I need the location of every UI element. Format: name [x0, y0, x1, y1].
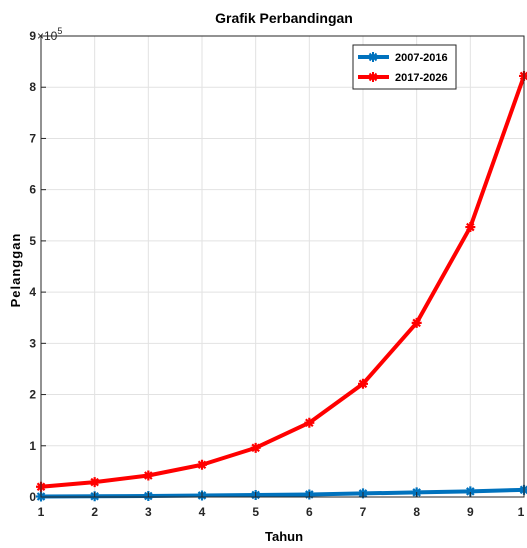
data-point [197, 459, 207, 470]
y-exponent-base: ×10 [37, 29, 58, 43]
series-line [40, 75, 526, 489]
legend-box [352, 44, 457, 90]
x-tick-label: 8 [413, 505, 420, 519]
x-tick-label: 9 [467, 505, 474, 519]
x-tick-label: 4 [199, 505, 206, 519]
legend-marker [368, 72, 378, 82]
data-point [411, 317, 422, 328]
legend-label: 2007-2016 [395, 52, 448, 64]
y-exponent-power: 5 [57, 26, 62, 36]
x-tick-label: 3 [145, 505, 152, 519]
legend-item: 2007-2016 [358, 52, 448, 64]
data-point [465, 486, 476, 497]
chart-title: Grafik Perbandingan [215, 10, 353, 26]
legend-marker [368, 52, 378, 62]
data-point [143, 470, 154, 481]
svg-text:×105: ×105 [37, 26, 62, 43]
legend: 2007-2016 2017-2026 [352, 44, 457, 90]
y-tick-label: 8 [29, 80, 36, 94]
legend-item: 2017-2026 [358, 72, 448, 84]
data-point [304, 417, 315, 428]
y-tick-label: 0 [29, 490, 36, 504]
y-tick-label: 9 [29, 29, 36, 43]
series-line [40, 487, 525, 499]
plot-area [41, 36, 524, 497]
x-tick-label: 1 [38, 505, 45, 519]
y-tick-label: 7 [29, 131, 36, 145]
x-tick-label: 5 [252, 505, 259, 519]
x-tick-label: 2 [91, 505, 98, 519]
data-point [89, 477, 100, 488]
plot-frame [40, 35, 525, 498]
y-tick-label: 6 [29, 183, 36, 197]
y-tick-label: 4 [29, 285, 36, 299]
data-point [465, 222, 476, 233]
x-tick-label: 7 [360, 505, 367, 519]
data-point [250, 442, 261, 453]
y-axis-label: Pelanggan [8, 233, 23, 308]
y-tick-label: 3 [29, 336, 36, 350]
y-tick-label: 5 [29, 234, 36, 248]
grid-lines [41, 36, 524, 497]
x-tick-label: 1 [518, 505, 525, 519]
x-tick-label: 6 [306, 505, 313, 519]
y-tick-label: 1 [29, 439, 36, 453]
x-axis-label: Tahun [265, 529, 303, 544]
y-axis-exponent: ×105 [37, 26, 62, 43]
data-point [358, 378, 368, 389]
legend-label: 2017-2026 [395, 72, 448, 84]
y-tick-label: 2 [29, 388, 36, 402]
